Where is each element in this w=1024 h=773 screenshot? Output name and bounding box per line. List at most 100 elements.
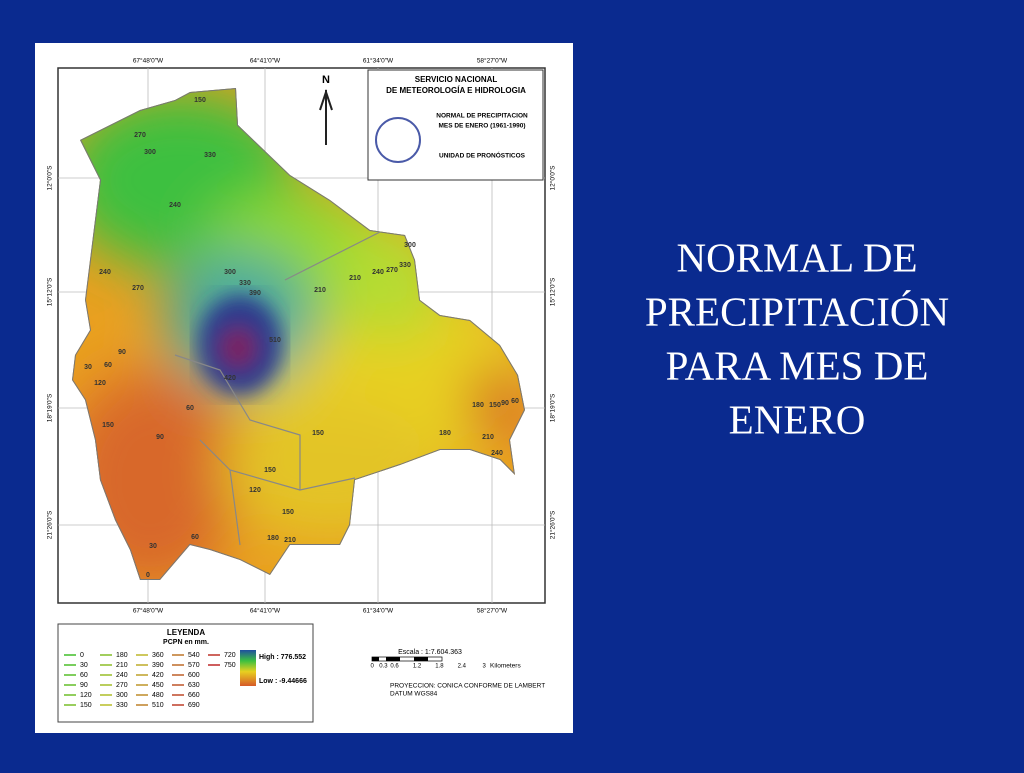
contour-label: 30 <box>84 364 92 371</box>
scale-segment <box>414 657 428 661</box>
contour-label: 510 <box>269 337 281 344</box>
legend-label: 510 <box>152 702 164 709</box>
scale-tick: 3 <box>483 664 487 670</box>
scale-segment <box>372 657 379 661</box>
contour-label: 210 <box>284 537 296 544</box>
projection: DATUM WGS84 <box>390 691 438 698</box>
scale-segment <box>386 657 400 661</box>
lat-label: 12°0'0"S <box>46 165 54 191</box>
contour-label: 240 <box>99 269 111 276</box>
contour-label: 150 <box>312 430 324 437</box>
scale-tick: 1.2 <box>413 664 422 670</box>
legend-label: 390 <box>152 662 164 669</box>
legend-label: 630 <box>188 682 200 689</box>
contour-label: 330 <box>399 262 411 269</box>
lat-label: 15°12'0"S <box>549 277 557 306</box>
legend-label: 570 <box>188 662 200 669</box>
contour-label: 390 <box>249 290 261 297</box>
header-unit: UNIDAD DE PRONÓSTICOS <box>439 151 526 160</box>
contour-label: 330 <box>239 280 251 287</box>
legend-label: 30 <box>80 662 88 669</box>
title-line: PARA MES DE <box>666 342 929 388</box>
lon-label: 61°34'0"W <box>363 57 394 65</box>
contour-label: 180 <box>439 430 451 437</box>
contour-label: 90 <box>118 349 126 356</box>
contour-label: 210 <box>349 275 361 282</box>
legend-label: 660 <box>188 692 200 699</box>
contour-label: 330 <box>204 152 216 159</box>
header-box: SERVICIO NACIONAL DE METEOROLOGÍA E HIDR… <box>367 69 544 181</box>
lat-label: 15°12'0"S <box>46 277 54 306</box>
north-arrow: N <box>319 74 333 145</box>
contour-label: 270 <box>134 132 146 139</box>
lon-label: 58°27'0"W <box>477 57 508 65</box>
title-line: NORMAL DE <box>676 234 917 280</box>
scale-tick: 0 <box>371 664 375 670</box>
contour-label: 90 <box>156 434 164 441</box>
projection: PROYECCION: CONICA CONFORME DE LAMBERT <box>390 683 545 690</box>
scale-label: Escala : 1:7.604.363 <box>398 649 462 656</box>
contour-label: 240 <box>491 450 503 457</box>
title-line: PRECIPITACIÓN <box>645 288 949 334</box>
legend-high: High : 776.552 <box>259 654 306 661</box>
header-org: DE METEOROLOGÍA E HIDROLOGIA <box>386 86 526 95</box>
legend-subtitle: PCPN en mm. <box>163 639 209 646</box>
title-line: ENERO <box>729 396 866 442</box>
contour-label: 60 <box>186 405 194 412</box>
contour-label: 150 <box>489 402 501 409</box>
scale-tick: 0.3 <box>379 664 388 670</box>
legend-label: 750 <box>224 662 236 669</box>
scale-segment <box>371 656 443 662</box>
coordinate-labels: 67°48'0"W 67°48'0"W 64°41'0"W 64°41'0"W 61°3… <box>46 57 557 615</box>
legend-label: 150 <box>80 702 92 709</box>
lon-label: 58°27'0"W <box>477 607 508 615</box>
legend-label: 270 <box>116 682 128 689</box>
lon-label: 64°41'0"W <box>250 57 281 65</box>
legend-label: 540 <box>188 652 200 659</box>
contour-label: 60 <box>511 398 519 405</box>
contour-label: 270 <box>132 285 144 292</box>
header-subtitle: MES DE ENERO (1961-1990) <box>438 123 525 130</box>
scale-tick: 2.4 <box>458 664 467 670</box>
contour-label: 180 <box>472 402 484 409</box>
legend-label: 330 <box>116 702 128 709</box>
legend-label: 720 <box>224 652 236 659</box>
lat-label: 21°26'0"S <box>46 510 54 539</box>
scale-tick: 0.6 <box>390 664 399 670</box>
contour-label: 210 <box>314 287 326 294</box>
header-subtitle: NORMAL DE PRECIPITACION <box>436 113 528 120</box>
legend-title: LEYENDA <box>167 628 205 637</box>
scale-bar: Escala : 1:7.604.363 PROYECCION: CONICA … <box>371 649 546 698</box>
contour-label: 150 <box>282 509 294 516</box>
scale-unit: Kilometers <box>490 663 521 670</box>
lon-label: 61°34'0"W <box>363 607 394 615</box>
lon-label: 67°48'0"W <box>133 57 164 65</box>
lat-label: 21°26'0"S <box>549 510 557 539</box>
contour-label: 150 <box>194 97 206 104</box>
legend-label: 420 <box>152 672 164 679</box>
header-org: SERVICIO NACIONAL <box>415 75 498 84</box>
legend-label: 60 <box>80 672 88 679</box>
legend-label: 450 <box>152 682 164 689</box>
contour-label: 30 <box>149 543 157 550</box>
contour-label: 120 <box>249 487 261 494</box>
contour-label: 420 <box>224 375 236 382</box>
legend-label: 90 <box>80 682 88 689</box>
contour-label: 0 <box>146 572 150 579</box>
legend-label: 600 <box>188 672 200 679</box>
contour-label: 120 <box>94 380 106 387</box>
contour-label: 150 <box>102 422 114 429</box>
contour-label: 240 <box>372 269 384 276</box>
lon-label: 64°41'0"W <box>250 607 281 615</box>
contour-label: 150 <box>264 467 276 474</box>
legend-label: 480 <box>152 692 164 699</box>
contour-label: 300 <box>404 242 416 249</box>
contour-label: 60 <box>191 534 199 541</box>
lon-label: 67°48'0"W <box>133 607 164 615</box>
legend-label: 210 <box>116 662 128 669</box>
legend-label: 690 <box>188 702 200 709</box>
lat-label: 18°19'0"S <box>46 393 54 422</box>
legend-label: 360 <box>152 652 164 659</box>
north-label: N <box>322 74 330 86</box>
